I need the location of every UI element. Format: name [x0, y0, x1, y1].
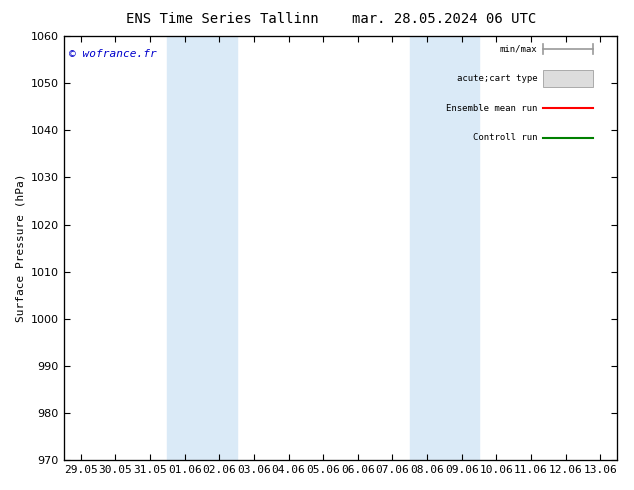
Text: Ensemble mean run: Ensemble mean run	[446, 104, 537, 113]
Y-axis label: Surface Pressure (hPa): Surface Pressure (hPa)	[15, 174, 25, 322]
Text: ENS Time Series Tallinn: ENS Time Series Tallinn	[126, 12, 318, 26]
Text: min/max: min/max	[500, 45, 537, 53]
Bar	[410, 36, 479, 460]
Text: acute;cart type: acute;cart type	[456, 74, 537, 83]
Text: Controll run: Controll run	[473, 133, 537, 143]
Text: mar. 28.05.2024 06 UTC: mar. 28.05.2024 06 UTC	[352, 12, 536, 26]
Bar	[543, 70, 593, 87]
Text: © wofrance.fr: © wofrance.fr	[69, 49, 157, 59]
Bar	[167, 36, 236, 460]
